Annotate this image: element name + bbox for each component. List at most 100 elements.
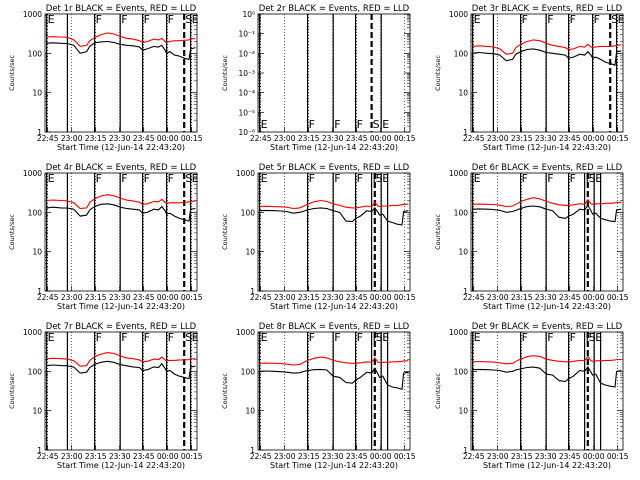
x-tick-label: 23:45: [346, 293, 368, 302]
y-tick-label: 10: [245, 407, 255, 416]
event-label: F: [594, 13, 600, 26]
y-axis-label: Counts/sec: [8, 55, 16, 91]
x-tick-label: 22:45: [463, 293, 485, 302]
event-label: E: [595, 331, 602, 344]
event-label: S: [373, 118, 380, 131]
event-label: S: [376, 172, 383, 185]
series-lld-line: [259, 199, 409, 210]
y-tick-label: 100: [28, 49, 43, 58]
event-label: E: [48, 13, 55, 26]
series-events-line: [472, 204, 622, 223]
chart-panel-2: Det 2r BLACK = Events, RED = LLD Counts/s…: [221, 4, 416, 152]
event-label: F: [334, 331, 340, 344]
y-tick-label: 10: [458, 248, 468, 257]
event-label: E: [474, 172, 481, 185]
y-axis-label: Counts/sec: [8, 214, 16, 250]
chart-panel-8: Det 8r BLACK = Events, RED = LLD Counts/s…: [221, 322, 416, 470]
y-tick-label: 10⁰: [242, 10, 255, 19]
x-axis-label: Start Time (12-Jun-14 22:43:20): [270, 143, 398, 152]
x-tick-label: 22:45: [463, 452, 485, 461]
series-lld-line: [472, 39, 622, 55]
series-lld-line: [259, 356, 409, 366]
y-tick-label: 10⁻⁵: [238, 108, 255, 117]
x-tick-label: 00:15: [394, 452, 416, 461]
y-tick-label: 10: [32, 407, 42, 416]
x-tick-label: 23:30: [109, 452, 131, 461]
x-tick-label: 22:45: [250, 452, 272, 461]
series-events-line: [46, 40, 196, 61]
x-tick-label: 23:15: [511, 293, 533, 302]
y-tick-label: 1: [37, 128, 42, 137]
y-tick-label: 10⁻¹: [238, 30, 255, 39]
event-label: E: [192, 331, 199, 344]
event-label: E: [48, 331, 55, 344]
y-tick-label: 10⁻⁶: [238, 128, 255, 137]
plot-frame: [470, 172, 624, 292]
plot-frame: [257, 13, 411, 133]
series-events-line: [46, 203, 196, 222]
x-axis-label: Start Time (12-Jun-14 22:43:20): [270, 302, 398, 311]
chart-panel-3: Det 3r BLACK = Events, RED = LLD Counts/s…: [434, 4, 629, 152]
x-tick-label: 22:45: [37, 452, 59, 461]
plot-frame: [470, 331, 624, 451]
x-tick-label: 23:15: [511, 452, 533, 461]
series-events-line: [259, 367, 409, 391]
series-events-line: [46, 360, 196, 380]
y-tick-label: 1000: [449, 10, 468, 19]
chart-panel-7: Det 7r BLACK = Events, RED = LLD Counts/s…: [8, 322, 203, 470]
y-tick-label: 1: [463, 446, 468, 455]
y-tick-label: 10: [32, 89, 42, 98]
event-label: F: [357, 331, 363, 344]
x-tick-label: 00:15: [181, 134, 203, 143]
chart-title: Det 4r BLACK = Events, RED = LLD: [46, 163, 197, 173]
y-tick-label: 100: [28, 208, 43, 217]
plot-frame: [44, 331, 198, 451]
event-label: F: [168, 331, 174, 344]
event-label: E: [474, 13, 481, 26]
event-label: E: [192, 172, 199, 185]
x-tick-label: 23:45: [133, 452, 155, 461]
event-label: E: [48, 172, 55, 185]
event-label: E: [261, 172, 268, 185]
x-axis-label: Start Time (12-Jun-14 22:43:20): [57, 302, 185, 311]
y-tick-label: 1: [250, 446, 255, 455]
chart-title: Det 9r BLACK = Events, RED = LLD: [472, 322, 623, 332]
event-label: F: [522, 172, 528, 185]
y-tick-label: 100: [454, 49, 469, 58]
chart-title: Det 2r BLACK = Events, RED = LLD: [259, 4, 410, 14]
x-tick-label: 23:00: [487, 452, 509, 461]
event-label: F: [168, 13, 174, 26]
x-tick-label: 00:15: [181, 293, 203, 302]
y-axis-label: Counts/sec: [221, 373, 229, 409]
y-tick-label: 10: [458, 407, 468, 416]
chart-title: Det 3r BLACK = Events, RED = LLD: [472, 4, 623, 14]
x-tick-label: 23:30: [322, 293, 344, 302]
y-axis-label: Counts/sec: [434, 55, 442, 91]
event-label: E: [382, 331, 389, 344]
x-tick-label: 00:00: [583, 293, 605, 302]
event-label: F: [96, 13, 102, 26]
series-events-line: [259, 207, 409, 226]
event-label: E: [261, 118, 268, 131]
x-axis-label: Start Time (12-Jun-14 22:43:20): [57, 143, 185, 152]
event-label: F: [547, 172, 553, 185]
event-label: F: [121, 172, 127, 185]
x-tick-label: 23:45: [559, 452, 581, 461]
event-label: F: [121, 331, 127, 344]
event-label: F: [309, 118, 315, 131]
y-tick-label: 1: [37, 287, 42, 296]
event-label: E: [595, 172, 602, 185]
x-tick-label: 00:15: [181, 452, 203, 461]
series-events-line: [472, 365, 622, 388]
x-tick-label: 22:45: [463, 134, 485, 143]
x-tick-label: 23:45: [346, 452, 368, 461]
chart-title: Det 6r BLACK = Events, RED = LLD: [472, 163, 623, 173]
y-tick-label: 1000: [449, 169, 468, 178]
y-tick-label: 10: [32, 248, 42, 257]
x-tick-label: 23:15: [85, 293, 107, 302]
event-label: S: [185, 331, 192, 344]
plot-frame: [44, 172, 198, 292]
x-tick-label: 23:30: [535, 134, 557, 143]
x-tick-label: 23:00: [274, 293, 296, 302]
x-tick-label: 00:15: [394, 293, 416, 302]
